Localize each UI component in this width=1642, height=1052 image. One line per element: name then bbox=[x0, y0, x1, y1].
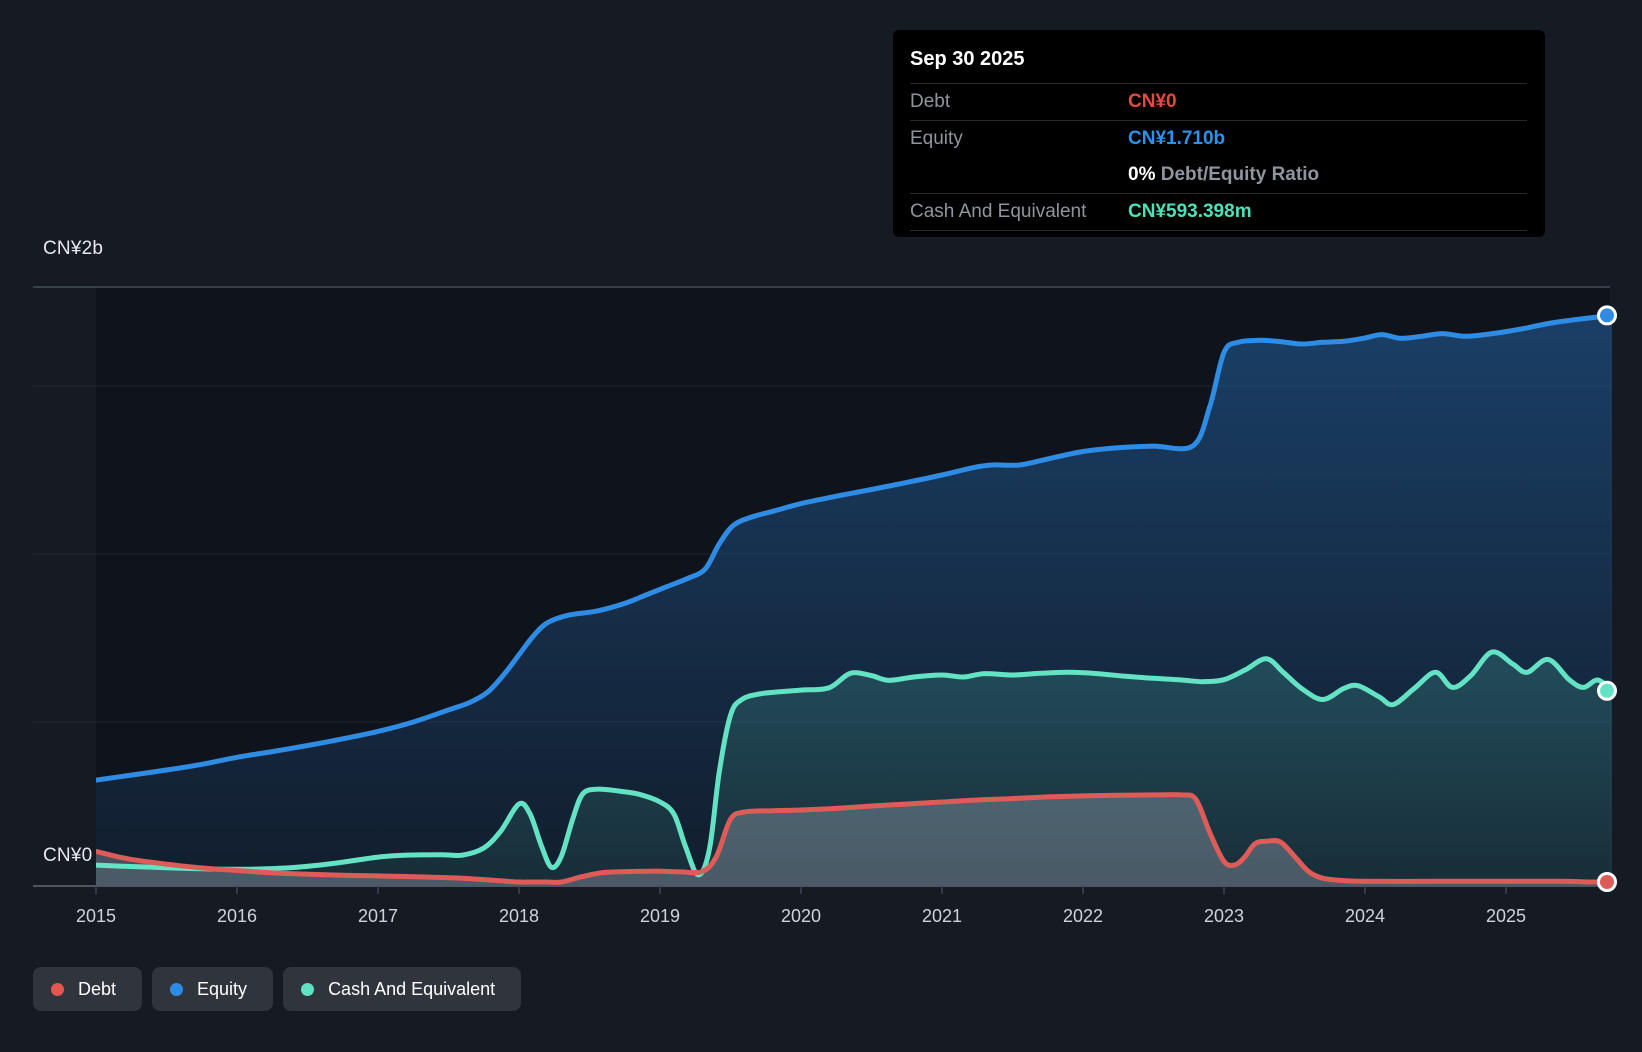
ratio-caption: Debt/Equity Ratio bbox=[1160, 164, 1320, 185]
x-axis-label: 2016 bbox=[217, 906, 257, 926]
chart-legend: Debt Equity Cash And Equivalent bbox=[33, 967, 522, 1011]
series-line-cash bbox=[96, 649, 1612, 878]
x-axis-label: 2025 bbox=[1486, 906, 1526, 926]
y-axis-zero-label: CN¥0 bbox=[43, 845, 93, 866]
tooltip-value-debt: CN¥0 bbox=[1128, 91, 1177, 112]
series-endpoint-dot-equity bbox=[1597, 305, 1617, 326]
legend-label-cash: Cash And Equivalent bbox=[328, 978, 496, 999]
legend-label-equity: Equity bbox=[197, 978, 248, 999]
tooltip-row-debt-equity-ratio: 0% Debt/Equity Ratio bbox=[910, 157, 1527, 194]
y-axis-max-label: CN¥2b bbox=[43, 238, 104, 259]
tooltip-date: Sep 30 2025 bbox=[910, 42, 1527, 84]
x-axis-label: 2018 bbox=[499, 906, 539, 926]
debt-dot-icon bbox=[51, 982, 64, 996]
cash-dot-icon bbox=[301, 982, 315, 996]
series-line-equity bbox=[96, 312, 1612, 783]
equity-dot-icon bbox=[170, 982, 184, 996]
series-line-debt bbox=[96, 792, 1612, 885]
x-axis-label: 2017 bbox=[358, 906, 398, 926]
x-axis-label: 2024 bbox=[1345, 906, 1385, 926]
x-axis-label: 2021 bbox=[922, 906, 962, 926]
legend-label-debt: Debt bbox=[78, 978, 117, 999]
legend-item-debt[interactable]: Debt bbox=[33, 967, 143, 1011]
chart-tooltip: Sep 30 2025 Debt CN¥0 Equity CN¥1.710b 0… bbox=[893, 30, 1545, 237]
tooltip-label-cash: Cash And Equivalent bbox=[910, 201, 1087, 222]
legend-item-equity[interactable]: Equity bbox=[152, 967, 274, 1011]
tooltip-row-debt: Debt CN¥0 bbox=[910, 84, 1527, 121]
tooltip-label-equity: Equity bbox=[910, 128, 963, 149]
tooltip-value-ratio: 0% Debt/Equity Ratio bbox=[1128, 164, 1527, 186]
ratio-percent: 0% bbox=[1128, 164, 1156, 185]
x-axis-label: 2022 bbox=[1063, 906, 1103, 926]
tooltip-row-equity: Equity CN¥1.710b bbox=[910, 121, 1527, 157]
series-area-debt bbox=[96, 794, 1612, 886]
tooltip-value-cash: CN¥593.398m bbox=[1128, 201, 1252, 222]
series-endpoint-dot-cash bbox=[1597, 680, 1617, 701]
x-axis-label: 2015 bbox=[76, 906, 116, 926]
series-area-cash bbox=[96, 651, 1612, 886]
tooltip-value-equity: CN¥1.710b bbox=[1128, 128, 1226, 149]
legend-item-cash[interactable]: Cash And Equivalent bbox=[283, 967, 522, 1011]
x-axis-label: 2023 bbox=[1204, 906, 1244, 926]
tooltip-label-debt: Debt bbox=[910, 91, 951, 112]
x-axis-label: 2019 bbox=[640, 906, 680, 926]
tooltip-row-cash: Cash And Equivalent CN¥593.398m bbox=[910, 194, 1527, 231]
series-endpoint-dot-debt bbox=[1597, 872, 1617, 892]
x-axis-label: 2020 bbox=[781, 906, 821, 926]
